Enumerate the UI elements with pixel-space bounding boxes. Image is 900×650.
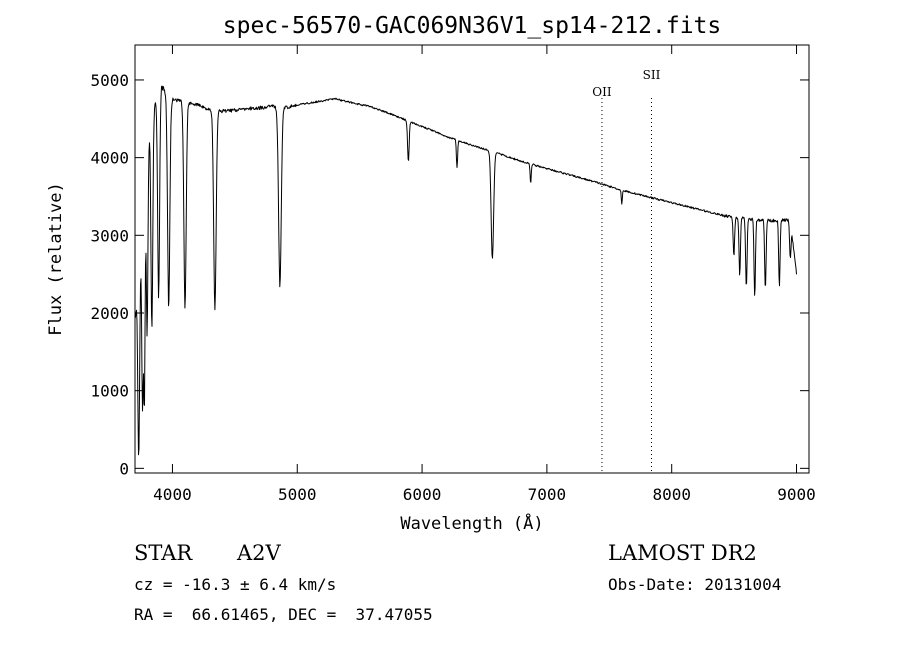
y-tick-label-5000: 5000: [90, 71, 129, 90]
x-tick-label-8000: 8000: [652, 485, 691, 504]
coordinates: RA = 66.61465, DEC = 37.47055: [134, 605, 433, 624]
y-tick-label-1000: 1000: [90, 382, 129, 401]
marker-label-oii: OII: [592, 85, 612, 99]
survey-release: LAMOST DR2: [608, 541, 757, 565]
plot-frame: [134, 44, 810, 474]
tick-layer: 4000 5000 6000 7000 8000 9000 0 1000 2000 3000 400…: [90, 45, 816, 504]
object-class: STAR: [134, 541, 193, 565]
spectral-subclass: A2V: [236, 541, 282, 565]
plot-area: OII SII 4000 5000 6000 7000 8000 9000 0 1000 2000…: [90, 44, 816, 504]
x-tick-label-9000: 9000: [777, 485, 816, 504]
spectrum-line: [134, 85, 797, 456]
y-tick-label-4000: 4000: [90, 149, 129, 168]
observation-date: Obs-Date: 20131004: [608, 575, 781, 594]
marker-layer: OII SII: [592, 68, 661, 473]
redshift-velocity: cz = -16.3 ± 6.4 km/s: [134, 575, 336, 594]
x-axis-label: Wavelength (Å): [400, 512, 543, 534]
x-tick-label-6000: 6000: [403, 485, 442, 504]
y-tick-label-2000: 2000: [90, 304, 129, 323]
y-tick-label-3000: 3000: [90, 226, 129, 245]
y-tick-label-0: 0: [119, 459, 129, 478]
y-axis-label: Flux (relative): [46, 182, 66, 336]
x-tick-label-4000: 4000: [153, 485, 192, 504]
marker-label-sii: SII: [643, 68, 661, 82]
x-tick-label-5000: 5000: [278, 485, 317, 504]
chart-title: spec-56570-GAC069N36V1_sp14-212.fits: [223, 13, 722, 39]
x-tick-label-7000: 7000: [528, 485, 567, 504]
